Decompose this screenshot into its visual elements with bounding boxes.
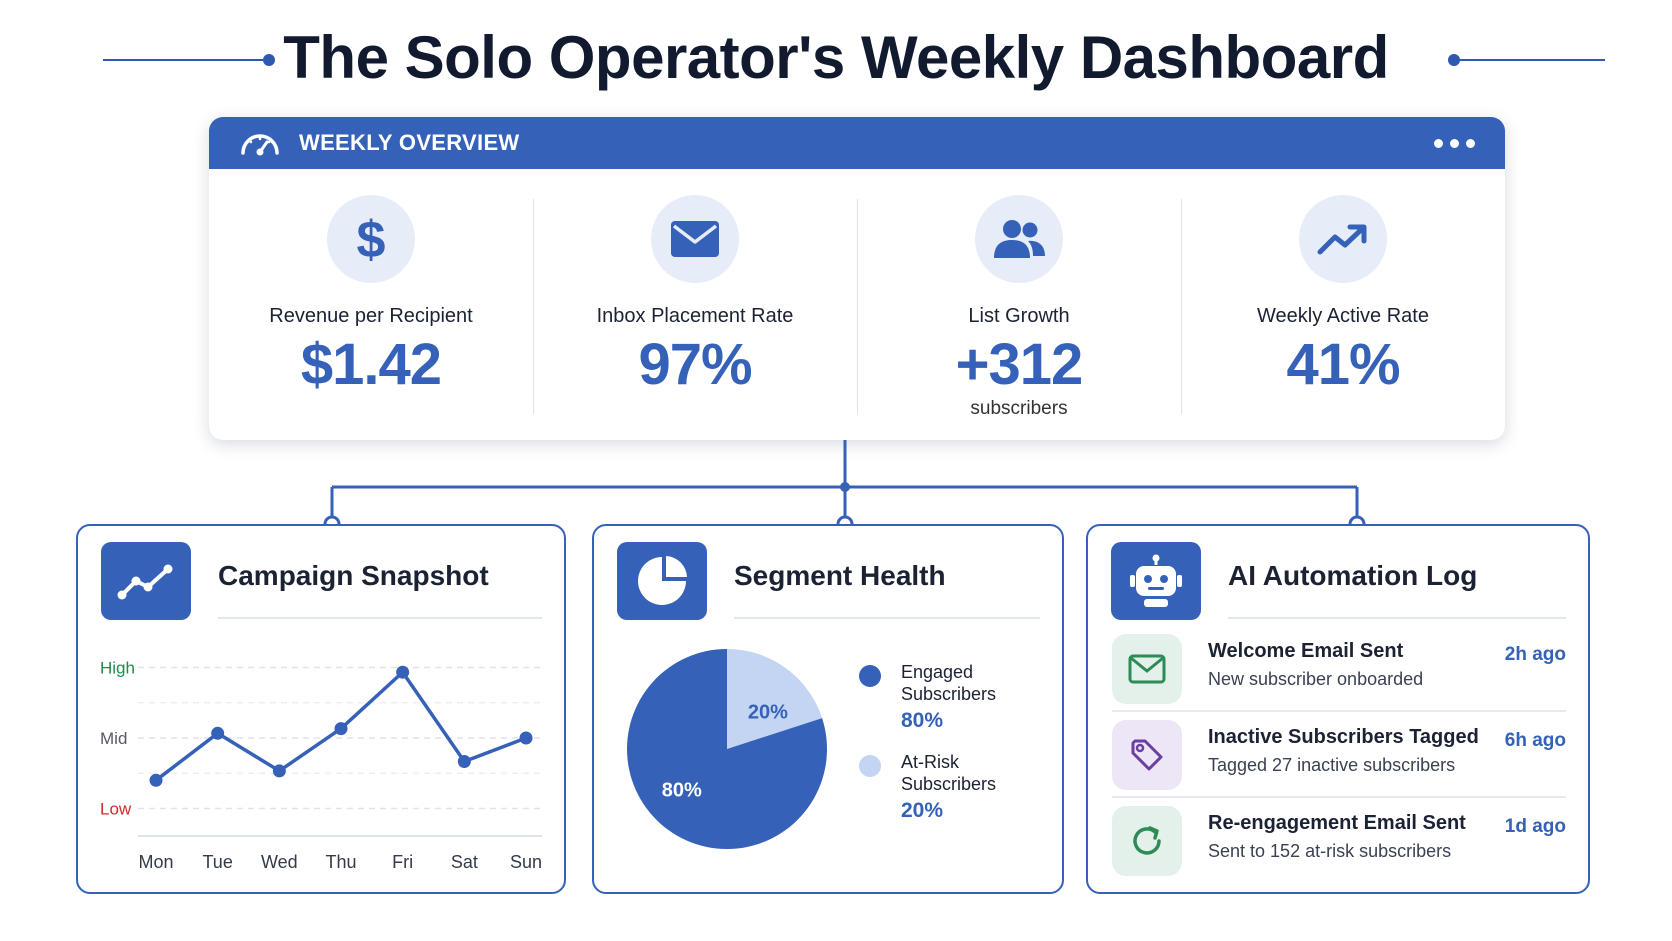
kpi-value: 41%: [1286, 332, 1400, 397]
overview-header: WEEKLY OVERVIEW: [209, 117, 1505, 169]
x-tick-label: Tue: [202, 852, 232, 872]
x-tick-label: Fri: [392, 852, 413, 872]
kpi-label: Revenue per Recipient: [269, 305, 473, 327]
ai-automation-log-card: AI Automation Log Welcome Email Sent New…: [1086, 524, 1590, 894]
y-tick-label: Mid: [100, 729, 127, 748]
legend-value: 80%: [901, 709, 944, 732]
x-tick-label: Wed: [261, 852, 298, 872]
data-point[interactable]: [519, 731, 533, 745]
divider: [1228, 617, 1566, 619]
data-point[interactable]: [149, 773, 163, 787]
x-tick-label: Thu: [325, 852, 356, 872]
x-tick-label: Sat: [451, 852, 478, 872]
more-options-icon[interactable]: [1434, 138, 1475, 148]
speedometer-icon: [241, 134, 279, 156]
trending-up-icon: [1299, 195, 1387, 283]
segment-pie-chart: 20% 80%: [627, 649, 827, 849]
campaign-snapshot-card: Campaign Snapshot High Mid Low Mon Tue Wed Thu…: [76, 524, 566, 894]
data-point[interactable]: [334, 722, 348, 736]
tag-icon: [1112, 720, 1182, 790]
log-timestamp: 2h ago: [1504, 644, 1566, 665]
kpi-sub-label: subscribers: [970, 398, 1068, 419]
pie-slice-label: 20%: [748, 702, 788, 724]
kpi-value: 97%: [638, 332, 752, 397]
legend-value: 20%: [901, 799, 944, 822]
log-timestamp: 6h ago: [1504, 730, 1566, 751]
log-description: Tagged 27 inactive subscribers: [1208, 755, 1456, 775]
kpi-label: List Growth: [968, 305, 1070, 327]
data-point[interactable]: [396, 665, 410, 679]
pie-chart-icon: [617, 542, 707, 620]
pie-slice-label: 80%: [662, 780, 702, 802]
users-icon: [975, 195, 1063, 283]
kpi-list-growth: List Growth +312 subscribers: [857, 169, 1181, 440]
x-tick-label: Sun: [510, 852, 542, 872]
page-title: The Solo Operator's Weekly Dashboard: [283, 24, 1389, 91]
x-tick-label: Mon: [138, 852, 173, 872]
log-title: Re-engagement Email Sent: [1208, 812, 1466, 834]
legend-item-engaged: Engaged Subscribers 80%: [859, 661, 996, 733]
legend-swatch: [859, 665, 881, 687]
legend-label: At-Risk Subscribers: [901, 752, 997, 794]
kpi-row: $ Revenue per Recipient $1.42 Inbox Plac…: [209, 169, 1505, 440]
data-point[interactable]: [457, 755, 471, 768]
kpi-revenue-per-recipient: $ Revenue per Recipient $1.42: [209, 169, 533, 440]
legend-item-at-risk: At-Risk Subscribers 20%: [859, 751, 996, 823]
log-timestamp: 1d ago: [1504, 816, 1566, 837]
robot-icon: [1111, 542, 1201, 620]
log-title: Welcome Email Sent: [1208, 640, 1404, 662]
kpi-label: Inbox Placement Rate: [596, 305, 794, 327]
title-rule-left: [103, 59, 263, 61]
divider: [734, 617, 1040, 619]
pie-slice[interactable]: [627, 649, 827, 849]
log-item[interactable]: Inactive Subscribers Tagged Tagged 27 in…: [1112, 712, 1566, 798]
title-rule-right: [1457, 59, 1605, 61]
log-item[interactable]: Welcome Email Sent New subscriber onboar…: [1112, 626, 1566, 712]
envelope-icon: [1112, 634, 1182, 704]
kpi-weekly-active-rate: Weekly Active Rate 41%: [1181, 169, 1505, 440]
kpi-inbox-placement-rate: Inbox Placement Rate 97%: [533, 169, 857, 440]
envelope-icon: [651, 195, 739, 283]
overview-title: WEEKLY OVERVIEW: [299, 130, 520, 155]
pie-slice[interactable]: [727, 649, 823, 749]
segment-health-card: Segment Health 20% 80% Engaged Subscribers…: [592, 524, 1064, 894]
card-title: Segment Health: [734, 560, 946, 591]
campaign-line-chart: High Mid Low Mon Tue Wed Thu Fri Sat Sun: [100, 659, 542, 873]
divider: [218, 617, 542, 619]
automation-log-list: Welcome Email Sent New subscriber onboar…: [1112, 626, 1566, 884]
legend-swatch: [859, 755, 881, 777]
kpi-value: +312: [955, 332, 1084, 397]
card-title: AI Automation Log: [1228, 560, 1478, 591]
log-item[interactable]: Re-engagement Email Sent Sent to 152 at-…: [1112, 798, 1566, 884]
log-description: New subscriber onboarded: [1208, 669, 1424, 689]
kpi-value: $1.42: [300, 332, 442, 397]
y-tick-label: High: [100, 659, 135, 678]
title-dot-left: [263, 54, 275, 66]
title-dot-right: [1448, 54, 1460, 66]
log-title: Inactive Subscribers Tagged: [1208, 726, 1479, 748]
dollar-icon: $: [327, 195, 415, 283]
data-point[interactable]: [211, 726, 225, 740]
log-description: Sent to 152 at-risk subscribers: [1208, 841, 1452, 861]
segment-legend: Engaged Subscribers 80% At-Risk Subscriber…: [859, 661, 996, 841]
svg-text:$: $: [357, 213, 386, 265]
refresh-icon: [1112, 806, 1182, 876]
kpi-label: Weekly Active Rate: [1257, 305, 1429, 327]
weekly-overview-panel: WEEKLY OVERVIEW $ Revenue per Recipient …: [209, 117, 1505, 440]
legend-label: Engaged Subscribers: [901, 662, 997, 704]
card-title: Campaign Snapshot: [218, 560, 489, 591]
data-point[interactable]: [272, 764, 286, 778]
y-tick-label: Low: [100, 800, 132, 819]
line-chart-icon: [101, 542, 191, 620]
